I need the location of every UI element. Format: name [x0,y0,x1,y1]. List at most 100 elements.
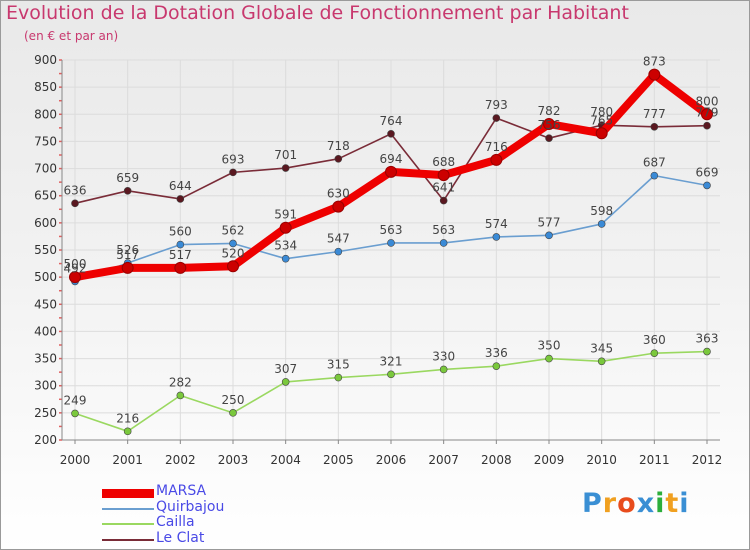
logo-letter: i [679,488,690,519]
data-point [650,122,659,131]
data-label: 701 [274,148,297,162]
x-tick-label: 2003 [218,453,249,467]
data-label: 321 [380,354,403,368]
x-tick-label: 2001 [112,453,143,467]
data-point [437,169,450,182]
data-point [490,153,503,166]
logo-letter: t [665,488,680,519]
data-label: 687 [643,156,666,170]
data-label: 780 [590,105,613,119]
data-label: 782 [538,104,561,118]
legend-label: MARSA [156,483,207,499]
series-marsa [69,68,713,284]
data-label: 756 [538,118,561,132]
x-tick-label: 2009 [534,453,565,467]
y-tick-label: 300 [34,379,57,393]
y-tick-label: 400 [34,324,57,338]
data-point [229,239,237,248]
data-label: 694 [380,152,403,166]
data-label: 800 [696,94,719,108]
chart-title: Evolution de la Dotation Globale de Fonc… [6,2,629,24]
data-label: 363 [696,332,719,346]
x-tick-label: 2011 [639,453,670,467]
logo-letter: o [617,488,637,519]
data-point [279,221,292,234]
x-tick-label: 2007 [428,453,459,467]
data-point [71,409,79,418]
data-point [492,233,501,241]
data-point [69,271,81,284]
logo-letter: i [655,488,666,519]
data-point [123,187,132,195]
data-point [650,349,659,357]
data-label: 500 [64,257,87,271]
data-label: 350 [538,339,561,353]
y-tick-label: 350 [34,352,57,366]
data-point [545,134,553,142]
data-point [229,168,237,177]
data-label: 688 [432,155,455,169]
data-point [597,357,606,366]
x-tick-label: 2012 [692,453,723,467]
y-tick-label: 600 [34,216,57,230]
data-label: 873 [643,55,666,69]
data-point [174,261,187,274]
data-point [545,354,553,363]
data-point [387,239,395,247]
x-tick-label: 2008 [481,453,512,467]
data-point [281,164,290,172]
data-label: 718 [327,139,350,153]
legend-label: Quirbajou [156,498,225,515]
data-label: 282 [169,375,192,389]
data-label: 598 [590,204,613,218]
data-label: 492 [64,261,87,275]
y-tick-label: 900 [34,53,57,67]
data-point [648,68,661,81]
data-label: 547 [327,232,350,246]
data-point [227,260,239,273]
data-point [387,130,395,138]
legend-label: Le Clat [156,529,205,546]
x-tick-label: 2005 [323,453,354,467]
y-tick-label: 500 [34,270,57,284]
y-tick-label: 650 [34,189,57,203]
x-tick-label: 2000 [60,453,91,467]
y-tick-label: 750 [34,134,57,148]
data-label: 777 [643,107,666,121]
data-point [121,261,134,274]
data-point [439,196,448,205]
logo-letter: x [636,488,656,519]
data-label: 591 [274,208,297,222]
data-point [439,239,448,247]
data-point [650,171,659,180]
data-label: 330 [432,349,455,363]
data-point [701,108,713,121]
data-label: 693 [222,152,245,166]
data-point [176,240,185,249]
y-tick-label: 800 [34,107,57,121]
data-label: 249 [64,393,87,407]
data-point [332,200,345,213]
proxiti-logo: Proxiti [582,488,690,519]
x-tick-label: 2002 [165,453,196,467]
y-tick-label: 200 [34,433,57,447]
data-label: 764 [380,114,403,128]
data-label: 250 [222,393,245,407]
data-point [492,362,501,370]
x-tick-label: 2010 [586,453,617,467]
data-label: 345 [590,341,613,355]
data-label: 636 [64,183,87,197]
data-label: 630 [327,187,350,201]
data-point [229,409,237,417]
data-point [492,114,501,122]
data-label: 577 [538,215,561,229]
data-label: 534 [274,239,297,253]
data-point [334,373,343,382]
legend-swatch [102,488,154,498]
data-point [439,365,448,374]
data-label: 716 [485,140,508,154]
data-point [281,378,290,386]
data-label: 336 [485,346,508,360]
